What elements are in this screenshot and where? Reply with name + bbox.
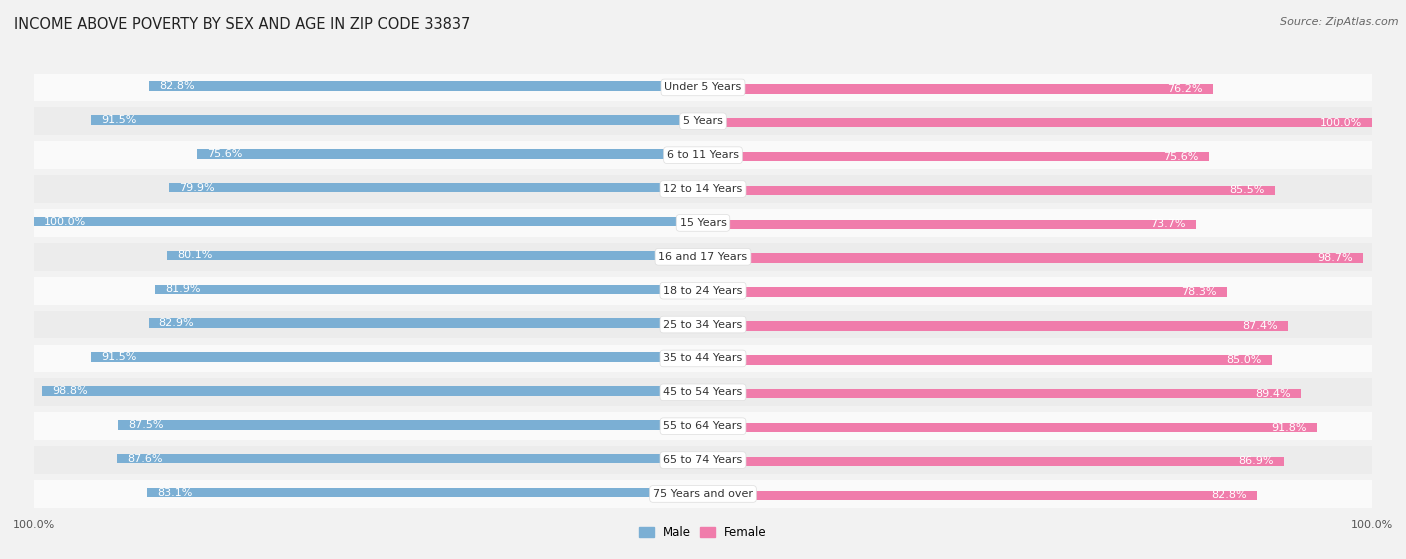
Bar — [91, 115, 703, 125]
Bar — [703, 152, 1209, 161]
Bar — [91, 352, 703, 362]
Text: 91.8%: 91.8% — [1271, 423, 1308, 433]
Text: 85.5%: 85.5% — [1229, 186, 1265, 196]
Bar — [167, 250, 703, 260]
Bar — [148, 488, 703, 498]
Bar — [34, 446, 1372, 474]
Bar — [703, 287, 1226, 297]
Text: INCOME ABOVE POVERTY BY SEX AND AGE IN ZIP CODE 33837: INCOME ABOVE POVERTY BY SEX AND AGE IN Z… — [14, 17, 471, 32]
Text: 18 to 24 Years: 18 to 24 Years — [664, 286, 742, 296]
Text: 83.1%: 83.1% — [157, 487, 193, 498]
Text: 98.8%: 98.8% — [52, 386, 87, 396]
Text: 12 to 14 Years: 12 to 14 Years — [664, 184, 742, 194]
Legend: Male, Female: Male, Female — [634, 522, 772, 544]
Bar — [34, 243, 1372, 271]
Text: 85.0%: 85.0% — [1226, 355, 1261, 365]
Bar — [117, 454, 703, 463]
Text: 16 and 17 Years: 16 and 17 Years — [658, 252, 748, 262]
Bar — [703, 321, 1288, 331]
Text: 82.8%: 82.8% — [159, 81, 195, 91]
Bar — [34, 141, 1372, 169]
Text: 75.6%: 75.6% — [207, 149, 243, 159]
Bar — [703, 253, 1364, 263]
Text: 55 to 64 Years: 55 to 64 Years — [664, 421, 742, 431]
Bar — [703, 220, 1197, 229]
Text: 89.4%: 89.4% — [1256, 389, 1291, 399]
Text: 73.7%: 73.7% — [1150, 219, 1185, 229]
Bar — [34, 217, 703, 226]
Text: Source: ZipAtlas.com: Source: ZipAtlas.com — [1281, 17, 1399, 27]
Text: 100.0%: 100.0% — [1320, 117, 1362, 127]
Bar — [703, 389, 1301, 399]
Bar — [118, 420, 703, 429]
Text: 82.9%: 82.9% — [159, 318, 194, 328]
Bar — [34, 413, 1372, 440]
Text: 81.9%: 81.9% — [166, 285, 201, 295]
Bar — [34, 107, 1372, 135]
Text: 78.3%: 78.3% — [1181, 287, 1216, 297]
Bar — [34, 480, 1372, 508]
Text: 76.2%: 76.2% — [1167, 84, 1202, 94]
Text: 86.9%: 86.9% — [1239, 457, 1274, 466]
Bar — [34, 74, 1372, 101]
Bar — [149, 319, 703, 328]
Bar — [34, 344, 1372, 372]
Bar — [34, 311, 1372, 338]
Bar — [34, 175, 1372, 203]
Bar — [703, 491, 1257, 500]
Text: 98.7%: 98.7% — [1317, 253, 1353, 263]
Text: 25 to 34 Years: 25 to 34 Years — [664, 320, 742, 330]
Bar — [34, 378, 1372, 406]
Bar — [703, 84, 1213, 93]
Text: 5 Years: 5 Years — [683, 116, 723, 126]
Bar — [703, 457, 1284, 466]
Text: 100.0%: 100.0% — [44, 216, 86, 226]
Text: 80.1%: 80.1% — [177, 250, 212, 260]
Bar — [42, 386, 703, 396]
Text: 79.9%: 79.9% — [179, 183, 214, 193]
Bar — [703, 423, 1317, 432]
Bar — [197, 149, 703, 159]
Text: 91.5%: 91.5% — [101, 115, 136, 125]
Text: 75 Years and over: 75 Years and over — [652, 489, 754, 499]
Bar — [703, 118, 1372, 127]
Text: Under 5 Years: Under 5 Years — [665, 82, 741, 92]
Bar — [703, 355, 1271, 364]
Text: 35 to 44 Years: 35 to 44 Years — [664, 353, 742, 363]
Text: 6 to 11 Years: 6 to 11 Years — [666, 150, 740, 160]
Bar — [149, 81, 703, 91]
Text: 65 to 74 Years: 65 to 74 Years — [664, 455, 742, 465]
Text: 91.5%: 91.5% — [101, 352, 136, 362]
Bar — [169, 183, 703, 192]
Bar — [34, 277, 1372, 305]
Text: 87.4%: 87.4% — [1241, 321, 1278, 331]
Text: 15 Years: 15 Years — [679, 218, 727, 228]
Bar — [703, 186, 1275, 195]
Text: 75.6%: 75.6% — [1163, 151, 1199, 162]
Text: 82.8%: 82.8% — [1211, 490, 1247, 500]
Bar — [155, 285, 703, 294]
Bar — [34, 209, 1372, 237]
Text: 45 to 54 Years: 45 to 54 Years — [664, 387, 742, 397]
Text: 87.6%: 87.6% — [127, 454, 163, 464]
Text: 87.5%: 87.5% — [128, 420, 163, 430]
